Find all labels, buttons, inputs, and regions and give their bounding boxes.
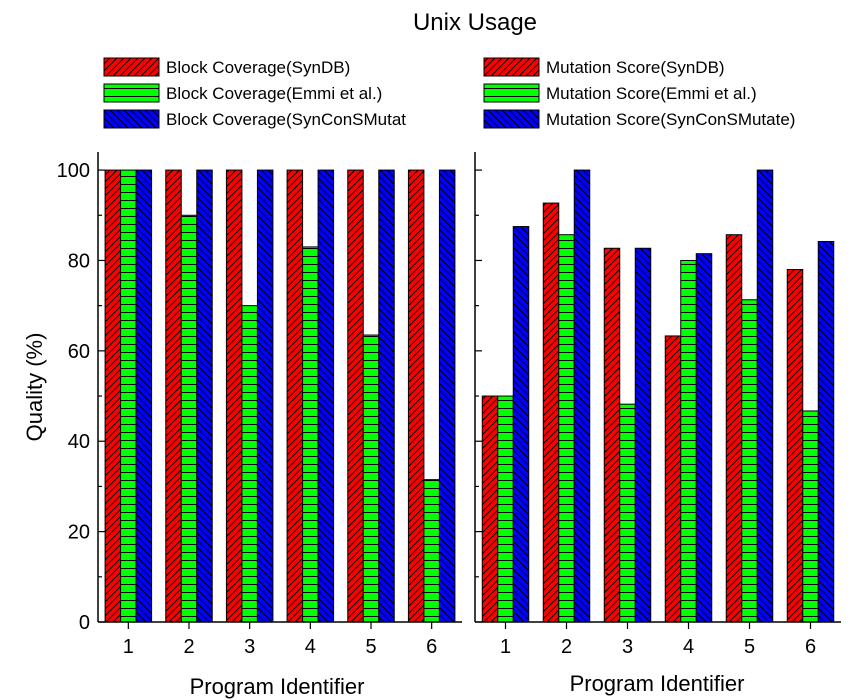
left-y-tick-label-40: 40 (68, 431, 90, 453)
right-bar-s3-c4 (695, 253, 713, 623)
left-x-tick-label-1: 1 (123, 636, 134, 658)
right-legend-label-1: Mutation Score(SynDB) (546, 58, 725, 77)
left-legend-label-2: Block Coverage(Emmi et al.) (166, 84, 382, 103)
legend: Block Coverage(SynDB) Block Coverage(Emmi… (103, 57, 795, 129)
left-bar-s3-c5 (378, 169, 395, 623)
left-legend-swatch-3 (103, 109, 160, 129)
right-bar-s1-c6 (786, 269, 804, 623)
left-bar-s2-c2 (180, 214, 198, 623)
right-x-tick-label-4: 4 (683, 636, 694, 658)
left-bar-s3-c4 (317, 169, 335, 623)
right-x-tick-label-1: 1 (500, 636, 511, 658)
right-bar-s3-c6 (817, 240, 835, 623)
right-bar-s2-c4 (680, 259, 697, 623)
right-bar-s2-c6 (802, 410, 819, 623)
right-bar-s2-c5 (741, 299, 758, 623)
right-bar-s1-c5 (725, 234, 743, 623)
right-bar-s1-c1 (481, 395, 499, 623)
right-bar-s3-c1 (512, 226, 530, 623)
left-y-tick-label-20: 20 (68, 522, 90, 544)
right-bar-s2-c1 (497, 395, 514, 623)
left-bar-s3-c6 (438, 169, 456, 623)
right-bar-s1-c3 (603, 247, 621, 623)
left-bar-s1-c1 (104, 169, 122, 623)
left-x-tick-label-4: 4 (305, 636, 316, 658)
right-x-tick-label-3: 3 (622, 636, 633, 658)
right-legend-swatch-3 (483, 109, 540, 129)
left-y-tick-label-60: 60 (68, 341, 90, 363)
y-axis-label: Quality (%) (22, 333, 47, 442)
right-legend-label-2: Mutation Score(Emmi et al.) (546, 84, 757, 103)
left-y-tick-label-80: 80 (68, 250, 90, 272)
left-bar-s1-c3 (225, 169, 243, 623)
right-bar-s3-c5 (756, 169, 774, 623)
left-bar-s1-c6 (407, 169, 425, 623)
left-legend-swatch-2 (103, 83, 160, 103)
left-bar-s3-c1 (135, 169, 153, 623)
right-x-tick-label-5: 5 (744, 636, 755, 658)
left-panel-block-coverage: 0 20 40 60 80 100 1 2 3 4 5 6 (57, 152, 462, 658)
left-bar-s1-c5 (347, 169, 364, 623)
right-bar-s2-c3 (619, 403, 636, 623)
left-bar-s3-c2 (196, 169, 213, 623)
right-bar-s3-c2 (573, 169, 591, 623)
right-bar-s2-c2 (558, 234, 575, 623)
right-legend-swatch-1 (483, 57, 540, 77)
left-x-tick-label-2: 2 (183, 636, 194, 658)
left-bar-s2-c6 (423, 479, 440, 623)
right-x-tick-label-6: 6 (805, 636, 816, 658)
left-y-tick-label-100: 100 (57, 160, 90, 182)
left-bar-s1-c2 (165, 169, 182, 623)
left-bar-s2-c4 (302, 246, 319, 623)
right-x-tick-label-2: 2 (561, 636, 572, 658)
x-axis-label-right: Program Identifier (570, 671, 745, 696)
left-bar-s2-c3 (241, 305, 258, 623)
right-panel-mutation-score: 1 2 3 4 5 6 (474, 152, 841, 658)
left-legend-label-1: Block Coverage(SynDB) (166, 58, 350, 77)
right-bar-s1-c4 (664, 335, 682, 623)
left-bar-s3-c3 (256, 169, 274, 623)
left-y-tick-label-0: 0 (79, 612, 90, 634)
left-legend-swatch-1 (103, 57, 160, 77)
left-x-tick-label-5: 5 (365, 636, 376, 658)
left-bar-s1-c4 (286, 169, 304, 623)
right-bar-s3-c3 (634, 247, 652, 623)
chart-title: Unix Usage (413, 9, 537, 36)
left-x-tick-label-6: 6 (426, 636, 437, 658)
right-bar-s1-c2 (542, 202, 560, 623)
left-legend-label-3: Block Coverage(SynConSMutat (166, 110, 406, 129)
right-legend-swatch-2 (483, 83, 540, 103)
right-legend-label-3: Mutation Score(SynConSMutate) (546, 110, 795, 129)
left-bar-s2-c1 (120, 169, 137, 623)
left-bar-s2-c5 (362, 334, 380, 623)
left-x-tick-label-3: 3 (244, 636, 255, 658)
x-axis-label-left: Program Identifier (190, 674, 365, 699)
